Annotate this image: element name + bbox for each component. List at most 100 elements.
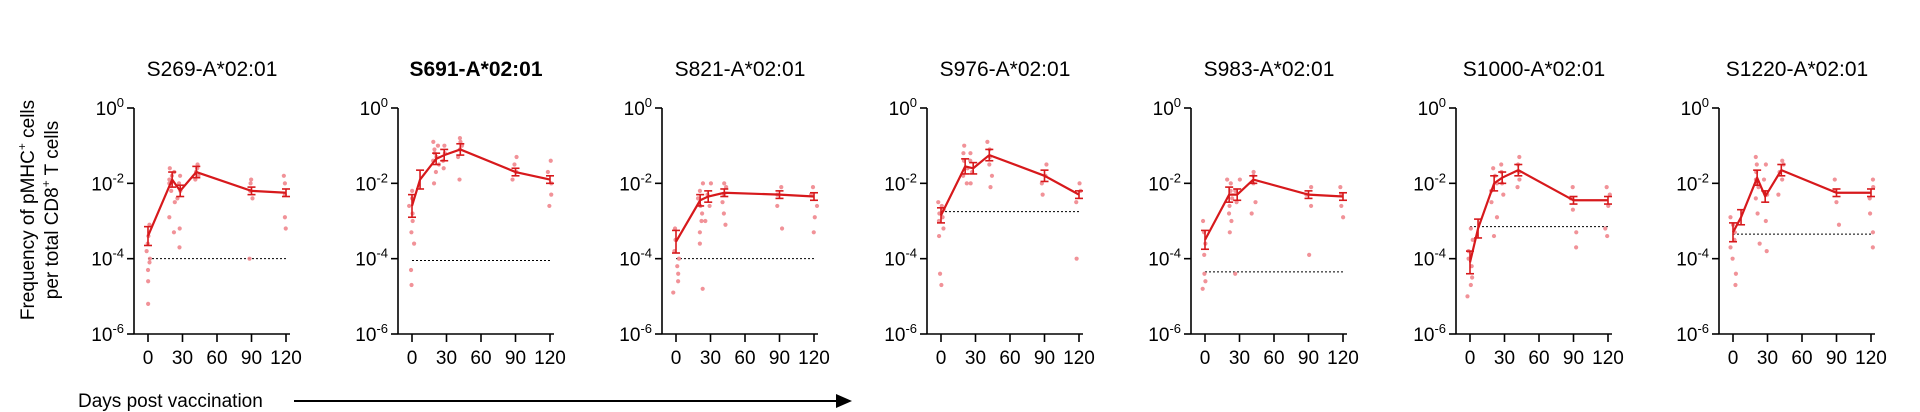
data-point [1228,181,1233,186]
data-point [1761,177,1767,182]
x-tick-label: 60 [999,348,1020,369]
y-tick-label: 10-2 [1413,170,1446,195]
panel-6: S1000-A*02:01 100 10-2 10-4 10-6 0 30 60 90 120 [1413,58,1624,369]
data-point [1040,192,1045,197]
data-point [250,196,255,201]
data-point [1230,196,1235,201]
data-point [1570,185,1575,190]
data-point [1251,169,1256,175]
y-tick-label: 10-4 [1676,246,1709,271]
data-point [987,162,992,167]
data-point [167,215,172,220]
x-tick-label: 120 [270,348,302,369]
data-point [432,147,437,152]
data-point [672,226,678,231]
y-tick-label: 10-2 [355,170,388,195]
x-tick-label: 120 [1063,348,1095,369]
data-point [1489,200,1494,205]
y-tick-label: 10-6 [1148,321,1181,346]
data-point [721,211,726,216]
mean-line [940,153,1080,216]
x-tick-label: 0 [1465,348,1476,369]
data-point [431,139,436,144]
x-tick-label: 120 [1855,348,1887,369]
data-point [697,188,703,193]
data-point [939,282,944,288]
data-point [510,177,515,182]
data-point [1039,181,1044,186]
data-point [193,177,198,182]
data-point [1074,200,1079,205]
data-point [1200,286,1205,291]
data-point [936,218,942,224]
y-tick-label: 10-4 [355,246,388,271]
y-tick-label: 10-4 [884,246,917,271]
x-axis-label: Days post vaccination [78,391,263,412]
data-point [724,185,729,190]
data-point [1227,203,1232,209]
data-point [1757,241,1762,246]
y-tick-label: 100 [1681,95,1709,120]
data-point [1870,177,1876,182]
data-point [1574,230,1579,235]
x-tick-label: 120 [1327,348,1359,369]
data-point [697,230,702,235]
data-point [1341,215,1346,220]
data-point [1780,158,1785,163]
data-point [177,226,182,231]
x-tick-label: 0 [1728,348,1739,369]
data-point [985,139,990,144]
panel-title: S983-A*02:01 [1204,58,1335,81]
data-point [695,196,701,201]
x-tick-label: 0 [407,348,418,369]
x-tick-label: 60 [1263,348,1284,369]
data-point [1249,211,1254,216]
data-point [1870,245,1875,250]
data-point [697,241,702,246]
data-point [1515,185,1520,190]
data-point [147,222,152,227]
data-point [1200,218,1206,224]
data-point [936,233,942,239]
data-point [968,158,973,163]
data-point [812,215,817,220]
data-point [441,166,446,171]
data-point [989,173,995,178]
panel-5: S983-A*02:01 100 10-2 10-4 10-6 0 30 60 90 120 [1148,58,1359,369]
x-tick-label: 90 [769,348,790,369]
data-point [988,185,993,190]
x-tick-label: 0 [936,348,947,369]
data-point [1606,203,1611,209]
data-point [723,222,728,227]
data-point [700,286,705,291]
data-point [1517,177,1522,182]
mean-line [1732,168,1871,233]
data-point [961,151,966,156]
data-point [1225,177,1230,182]
y-tick-label: 10-4 [619,246,652,271]
data-point [1491,166,1496,171]
data-point [968,181,973,186]
mean-line [1468,168,1608,263]
data-point [1763,162,1768,167]
y-axis-label-line1: Frequency of pMHC+ cells [15,100,39,320]
data-point [779,185,784,190]
data-point [167,177,172,182]
y-tick-label: 10-6 [91,321,124,346]
data-point [1836,222,1842,227]
data-point [1227,230,1232,235]
data-point [410,188,415,193]
data-point [811,230,816,235]
data-point [700,181,706,186]
data-point [433,169,439,175]
y-tick-label: 10-2 [91,170,124,195]
data-point [147,256,153,261]
data-point [281,173,286,178]
data-point [962,143,967,148]
x-tick-label: 90 [1034,348,1055,369]
data-point [1202,252,1207,257]
data-point [146,279,151,284]
data-point [968,151,973,156]
